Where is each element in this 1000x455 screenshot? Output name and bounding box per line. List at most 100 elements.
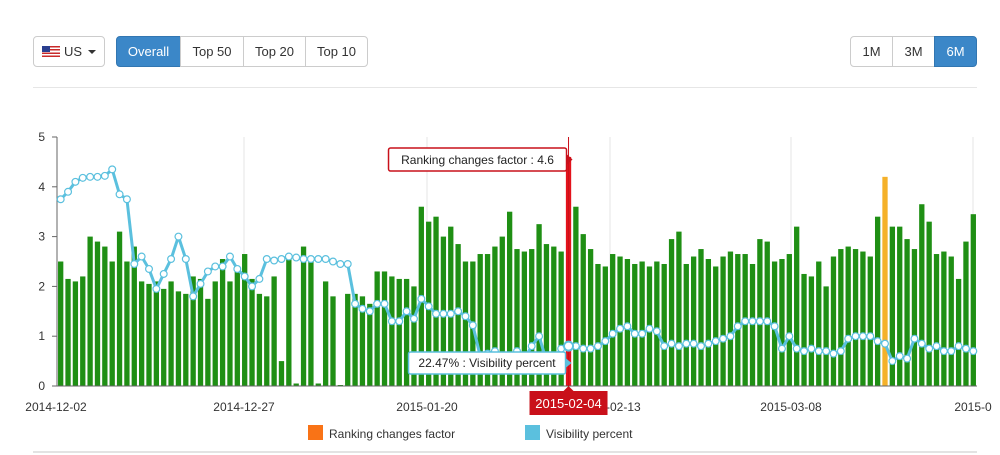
ranking-tooltip-text: Ranking changes factor : 4.6	[401, 153, 554, 167]
country-dropdown[interactable]: US	[33, 36, 105, 67]
visibility-point	[969, 347, 978, 356]
visibility-point	[954, 342, 963, 351]
range-6m-button[interactable]: 6M	[934, 36, 977, 67]
bar	[278, 361, 285, 386]
visibility-point	[468, 321, 477, 330]
bar	[153, 281, 160, 386]
y-tick-label: 1	[38, 329, 45, 343]
bar	[183, 293, 189, 386]
bar	[948, 256, 954, 386]
bar	[816, 261, 822, 386]
visibility-point	[704, 339, 713, 348]
visibility-point	[858, 332, 867, 341]
y-tick-label: 5	[38, 130, 45, 144]
bar	[87, 236, 93, 386]
visibility-point	[189, 292, 198, 301]
bar	[632, 263, 638, 386]
visibility-point	[409, 314, 418, 323]
bar	[138, 281, 145, 386]
bar	[955, 278, 962, 386]
bar	[80, 276, 86, 386]
bar	[639, 261, 645, 386]
visibility-point	[152, 284, 161, 293]
visibility-point	[719, 334, 728, 343]
bar	[720, 256, 726, 386]
bar	[197, 278, 204, 386]
bar	[735, 254, 741, 386]
visibility-point	[218, 262, 227, 271]
visibility-point	[424, 302, 433, 311]
visibility-point	[71, 177, 80, 186]
visibility-point	[903, 354, 912, 363]
visibility-point	[343, 259, 352, 268]
bar	[396, 278, 402, 386]
visibility-point	[122, 195, 131, 204]
bar	[514, 249, 520, 386]
visibility-point	[873, 337, 882, 346]
bar	[573, 206, 579, 386]
bar	[131, 246, 137, 386]
tab-top-10[interactable]: Top 10	[305, 36, 368, 67]
bar	[286, 259, 292, 386]
bar	[234, 268, 240, 386]
visibility-point	[380, 299, 389, 308]
date-flag-text: 2015-02-04	[535, 396, 602, 411]
visibility-point	[785, 332, 794, 341]
visibility-point	[395, 317, 404, 326]
visibility-point	[829, 349, 838, 358]
bar	[448, 226, 454, 386]
visibility-point	[373, 299, 382, 308]
visibility-point	[910, 334, 919, 343]
range-3m-button[interactable]: 3M	[892, 36, 935, 67]
visibility-point	[248, 282, 257, 291]
visibility-point	[844, 334, 853, 343]
bar	[845, 246, 851, 386]
visibility-point	[277, 255, 286, 264]
bar	[300, 246, 307, 386]
visibility-point	[608, 329, 617, 338]
visibility-point	[137, 252, 146, 261]
legend-label: Ranking changes factor	[329, 427, 455, 441]
selected-visibility-point	[563, 340, 575, 352]
visibility-point	[770, 322, 779, 331]
tab-top-20[interactable]: Top 20	[243, 36, 306, 67]
y-tick-label: 4	[38, 180, 45, 194]
visibility-point	[225, 252, 234, 261]
visibility-point	[535, 332, 544, 341]
bar	[521, 251, 528, 386]
x-tick-label: 2014-12-02	[25, 400, 87, 414]
range-1m-button[interactable]: 1M	[850, 36, 893, 67]
bar	[433, 216, 439, 386]
tab-overall[interactable]: Overall	[116, 36, 181, 67]
visibility-point	[100, 171, 109, 180]
bar	[602, 266, 608, 386]
bar	[794, 226, 800, 386]
visibility-point	[86, 172, 95, 181]
visibility-point	[925, 344, 934, 353]
x-tick-label: 2015-0	[954, 400, 992, 414]
bar	[551, 246, 557, 386]
bar	[668, 239, 675, 386]
visibility-point	[652, 327, 661, 336]
bar	[359, 296, 366, 386]
visibility-point	[645, 324, 654, 333]
bar	[852, 249, 859, 386]
visibility-point	[667, 339, 676, 348]
bar	[580, 234, 586, 386]
visibility-point	[961, 344, 970, 353]
y-tick-label: 0	[38, 379, 45, 393]
bar	[779, 259, 785, 386]
visibility-point	[932, 342, 941, 351]
legend-swatch	[525, 425, 540, 440]
visibility-point	[586, 344, 595, 353]
ranking-tooltip-arrow	[566, 154, 573, 165]
bar	[352, 293, 358, 386]
y-tick-label: 3	[38, 230, 45, 244]
date-flag	[529, 391, 608, 415]
visibility-point	[895, 352, 904, 361]
bar	[874, 216, 881, 386]
visibility-point	[696, 342, 705, 351]
visibility-point	[947, 347, 956, 356]
visibility-point	[726, 332, 735, 341]
visibility-point	[402, 307, 411, 316]
